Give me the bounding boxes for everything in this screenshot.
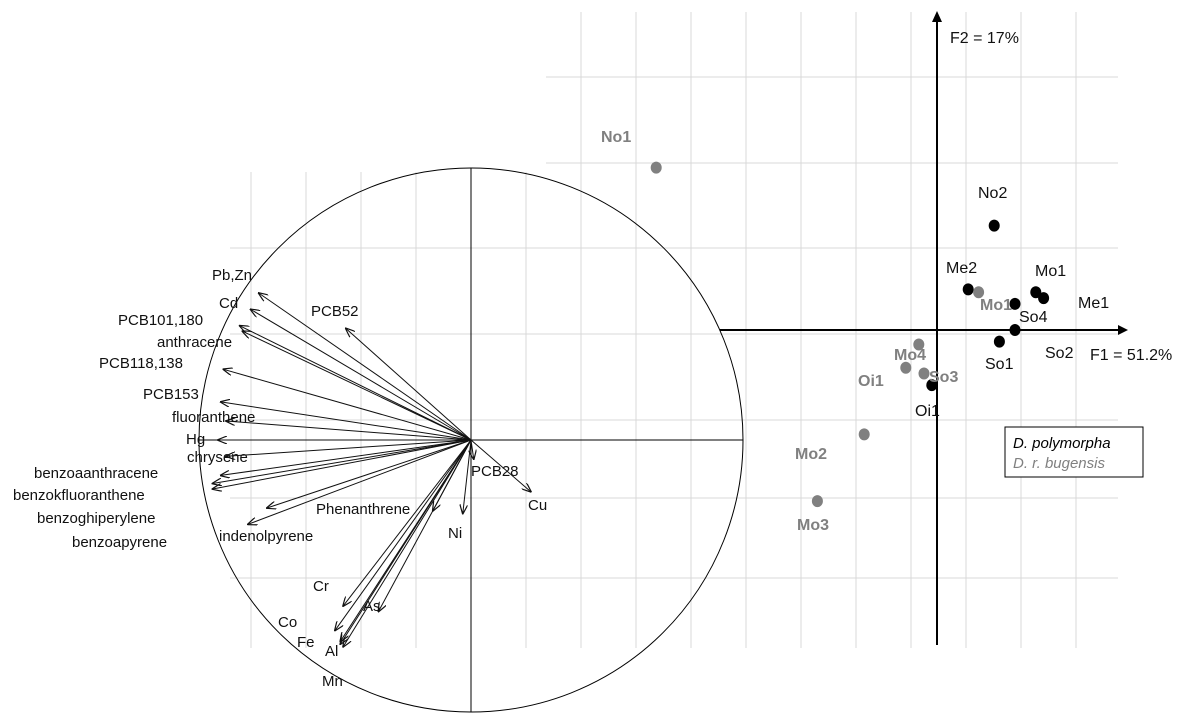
label-co: Co <box>278 614 297 631</box>
arrow-pcb52 <box>346 329 472 441</box>
arrow-co <box>335 439 472 630</box>
f2-axis-arrowhead <box>932 11 942 22</box>
arrow-cr <box>343 439 472 606</box>
point-d-polymorpha-so4 <box>1009 297 1021 310</box>
point-label-d-polymorpha-so4: So4 <box>1019 309 1048 326</box>
point-d-r-bugensis-mo2 <box>858 428 870 441</box>
point-label-d-polymorpha-me2: Me2 <box>946 260 977 277</box>
point-label-d-r-bugensis-so3: So3 <box>929 369 958 386</box>
label-benzokfluoranthene: benzokfluoranthene <box>13 487 145 504</box>
point-label-d-polymorpha-mo1: Mo1 <box>1035 263 1066 280</box>
label-fe: Fe <box>297 634 315 651</box>
arrow-benzoaanthracene <box>213 439 472 484</box>
label-benzoapyrene: benzoapyrene <box>72 534 167 551</box>
arrow-benzokfluoranthene <box>221 439 472 475</box>
point-d-polymorpha-so2 <box>1009 324 1021 336</box>
label-phenanthrene: Phenanthrene <box>316 501 410 518</box>
label-mn: Mn <box>322 673 343 690</box>
point-d-r-bugensis-no1 <box>650 161 662 174</box>
arrow-pcb101-180 <box>240 326 472 441</box>
label-fluoranthene: fluoranthene <box>172 409 255 426</box>
arrow-cd <box>251 309 472 441</box>
point-label-d-r-bugensis-mo4: Mo4 <box>894 347 926 364</box>
point-label-d-r-bugensis-no1: No1 <box>601 129 631 146</box>
point-label-d-polymorpha-no2: No2 <box>978 185 1007 202</box>
arrow-cu <box>470 439 531 492</box>
variable-labels: Pb,Zn Cd PCB52 PCB101,180 anthracene PCB118,1… <box>13 267 547 690</box>
point-d-polymorpha-mo1 <box>1030 286 1042 299</box>
point-label-d-polymorpha-so2: So2 <box>1045 345 1074 362</box>
label-cd: Cd <box>219 295 238 312</box>
label-pcb153: PCB153 <box>143 386 199 403</box>
score-axes: F1 = 51.2% F2 = 17% <box>720 11 1172 645</box>
label-chrysene: chrysene <box>187 449 248 466</box>
label-ni: Ni <box>448 525 462 542</box>
arrow-pcb28 <box>471 439 474 459</box>
label-pb-zn: Pb,Zn <box>212 267 252 284</box>
point-label-d-polymorpha-so1: So1 <box>985 356 1014 373</box>
point-d-polymorpha-me2 <box>962 283 974 296</box>
f2-axis-label: F2 = 17% <box>950 30 1019 47</box>
label-hg: Hg <box>186 431 205 448</box>
point-d-r-bugensis-mo1 <box>973 286 985 299</box>
arrow-indenolpyrene <box>267 439 472 508</box>
point-label-d-r-bugensis-mo1: Mo1 <box>980 297 1012 314</box>
point-label-d-r-bugensis-oi1: Oi1 <box>858 373 884 390</box>
legend-entry-d-polymorpha: D. polymorpha <box>1013 435 1111 452</box>
arrow-benzoapyrene <box>248 439 472 524</box>
point-d-polymorpha-no2 <box>988 219 1000 232</box>
legend: D. polymorpha D. r. bugensis <box>1004 426 1144 478</box>
point-label-d-polymorpha-me1: Me1 <box>1078 295 1109 312</box>
point-label-d-polymorpha-oi1: Oi1 <box>915 403 940 420</box>
variable-arrows <box>213 293 531 647</box>
legend-box <box>1004 426 1144 478</box>
arrow-pb-zn <box>259 293 472 441</box>
point-d-polymorpha-oi1 <box>926 379 938 392</box>
arrow-fluoranthene <box>226 421 472 441</box>
label-cu: Cu <box>528 497 547 514</box>
point-d-r-bugensis-so3 <box>918 367 930 380</box>
point-d-polymorpha-so1 <box>993 335 1005 348</box>
label-as: As <box>363 598 381 615</box>
arrow-pcb118-138 <box>224 369 472 441</box>
arrow-mn <box>343 439 472 647</box>
arrow-as <box>379 439 472 611</box>
point-label-d-r-bugensis-mo2: Mo2 <box>795 446 827 463</box>
point-d-r-bugensis-mo3 <box>811 495 823 508</box>
label-pcb52: PCB52 <box>311 303 359 320</box>
label-benzoghiperylene: benzoghiperylene <box>37 510 155 527</box>
label-anthracene: anthracene <box>157 334 232 351</box>
f1-axis-label: F1 = 51.2% <box>1090 347 1172 364</box>
point-d-polymorpha-me1 <box>1038 292 1050 305</box>
label-indenolpyrene: indenolpyrene <box>219 528 313 545</box>
arrow-al <box>340 439 472 644</box>
arrow-anthracene <box>243 331 472 441</box>
label-benzoaanthracene: benzoaanthracene <box>34 465 158 482</box>
arrow-benzoghiperylene <box>213 439 472 489</box>
point-d-r-bugensis-mo4 <box>913 338 925 351</box>
label-al: Al <box>325 643 338 660</box>
label-pcb28: PCB28 <box>471 463 519 480</box>
arrow-chrysene <box>226 439 472 456</box>
legend-entry-d-r-bugensis: D. r. bugensis <box>1013 455 1105 472</box>
point-d-r-bugensis-oi1 <box>900 361 912 374</box>
point-label-d-r-bugensis-mo3: Mo3 <box>797 517 829 534</box>
label-pcb101-180: PCB101,180 <box>118 312 203 329</box>
label-pcb118-138: PCB118,138 <box>99 355 183 372</box>
f1-axis-arrowhead <box>1118 325 1128 335</box>
label-cr: Cr <box>313 578 329 595</box>
arrow-pcb153 <box>221 402 472 441</box>
arrow-ni <box>463 439 472 513</box>
